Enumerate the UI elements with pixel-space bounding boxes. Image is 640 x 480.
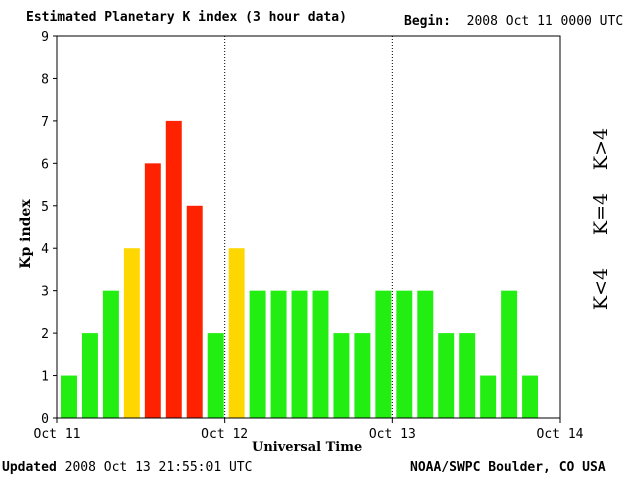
updated-timestamp: Updated 2008 Oct 13 21:55:01 UTC — [2, 460, 252, 475]
kp-bar — [396, 290, 413, 418]
y-tick-label: 3 — [41, 285, 49, 300]
kp-bar — [417, 290, 434, 418]
x-tick-label: Oct 11 — [34, 427, 81, 442]
kp-bar — [375, 290, 392, 418]
y-tick-label: 1 — [41, 370, 49, 385]
y-axis-label: Kp index — [18, 199, 34, 269]
y-tick-label: 6 — [41, 157, 49, 172]
credit-text: NOAA/SWPC Boulder, CO USA — [410, 460, 606, 475]
kp-bar — [186, 205, 203, 418]
kp-bar — [207, 333, 224, 418]
kp-bar — [438, 333, 455, 418]
legend-below-4: K<4 — [590, 267, 612, 311]
kp-bar — [333, 333, 350, 418]
y-tick-label: 8 — [41, 72, 49, 87]
kp-bar — [291, 290, 308, 418]
kp-bar — [228, 248, 245, 418]
kp-bar — [249, 290, 266, 418]
kp-bar — [81, 333, 98, 418]
kp-bar — [270, 290, 287, 418]
kp-bar — [123, 248, 140, 418]
y-tick-label: 0 — [41, 412, 49, 427]
legend-equal-4: K=4 — [590, 192, 612, 236]
x-tick-label: Oct 12 — [201, 427, 248, 442]
legend-above-4: K>4 — [590, 127, 612, 171]
kp-bar — [459, 333, 476, 418]
y-tick-label: 7 — [41, 115, 49, 130]
begin-label: Begin: — [404, 14, 451, 29]
updated-label: Updated — [2, 460, 57, 475]
kp-bar — [144, 163, 161, 418]
kp-bar — [102, 290, 119, 418]
x-tick-label: Oct 13 — [369, 427, 416, 442]
kp-bar — [61, 375, 77, 418]
kp-bar — [480, 375, 497, 418]
y-tick-label: 4 — [41, 242, 49, 257]
y-tick-label: 5 — [41, 200, 49, 215]
y-tick-label: 9 — [41, 30, 49, 45]
x-axis-label: Universal Time — [252, 440, 363, 455]
updated-value: 2008 Oct 13 21:55:01 UTC — [64, 460, 253, 475]
x-tick-label: Oct 14 — [537, 427, 584, 442]
kp-bar — [501, 290, 518, 418]
plot-frame — [56, 35, 561, 419]
begin-value: 2008 Oct 11 0000 UTC — [466, 14, 624, 29]
begin-time: Begin: 2008 Oct 11 0000 UTC — [404, 14, 623, 29]
kp-bar — [165, 120, 182, 418]
kp-bar — [522, 375, 539, 418]
kp-bar — [312, 290, 329, 418]
chart-title: Estimated Planetary K index (3 hour data… — [26, 10, 347, 25]
y-tick-label: 2 — [41, 327, 49, 342]
kp-bar — [354, 333, 371, 418]
